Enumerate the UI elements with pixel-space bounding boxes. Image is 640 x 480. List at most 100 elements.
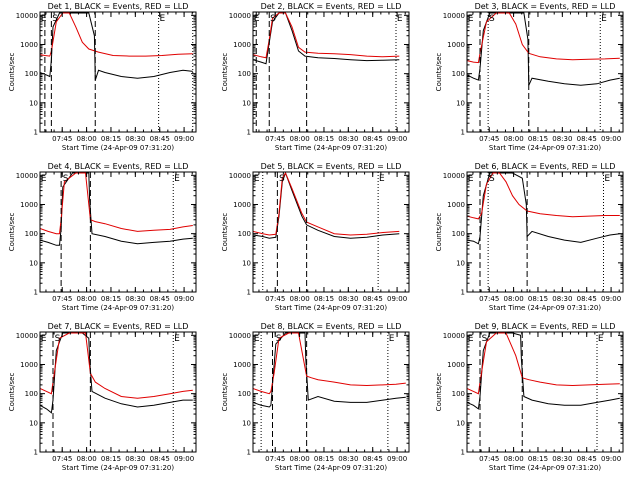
x-tick-label: 08:00 xyxy=(289,295,309,303)
events-series-line xyxy=(253,332,406,408)
x-tick-label: 08:00 xyxy=(289,135,309,143)
y-tick-label: 100 xyxy=(452,70,465,78)
x-tick-label: 08:00 xyxy=(76,135,96,143)
panel-title: Det 5, BLACK = Events, RED = LLD xyxy=(261,162,402,171)
x-tick-label: 08:15 xyxy=(101,135,121,143)
lld-series-line xyxy=(40,332,193,399)
x-tick-label: 08:00 xyxy=(289,455,309,463)
y-tick-label: 100 xyxy=(452,390,465,398)
x-tick-label: 08:30 xyxy=(338,135,358,143)
plot-frame xyxy=(39,11,197,133)
y-tick-label: 1000 xyxy=(233,41,251,49)
y-tick-label: 10 xyxy=(456,419,465,427)
plot-frame xyxy=(466,11,624,133)
plot-frame xyxy=(466,331,624,453)
x-tick-label: 08:45 xyxy=(363,455,383,463)
start-marker-label: S xyxy=(489,174,495,184)
panel-title: Det 4, BLACK = Events, RED = LLD xyxy=(48,162,189,171)
x-axis-title: Start Time (24-Apr-09 07:31:20) xyxy=(62,144,174,152)
y-tick-label: 10 xyxy=(242,419,251,427)
panel-title: Det 6, BLACK = Events, RED = LLD xyxy=(475,162,616,171)
lld-series-line xyxy=(467,332,620,395)
x-tick-label: 07:45 xyxy=(479,455,499,463)
x-tick-label: 08:30 xyxy=(338,295,358,303)
y-tick-label: 1000 xyxy=(20,201,38,209)
panel-title: Det 7, BLACK = Events, RED = LLD xyxy=(48,322,189,331)
y-tick-label: 10 xyxy=(456,259,465,267)
y-tick-label: 1 xyxy=(461,129,465,137)
x-tick-label: 08:45 xyxy=(150,295,170,303)
y-tick-label: 10000 xyxy=(16,12,38,20)
end-marker-label: E xyxy=(254,14,260,24)
lld-series-line xyxy=(253,332,406,395)
y-axis-title: Counts/sec xyxy=(221,213,229,252)
x-tick-label: 07:45 xyxy=(52,135,72,143)
x-tick-label: 08:30 xyxy=(125,295,145,303)
y-axis-title: Counts/sec xyxy=(435,373,443,412)
x-tick-label: 09:00 xyxy=(387,135,407,143)
x-tick-label: 09:00 xyxy=(387,455,407,463)
x-tick-label: 08:15 xyxy=(101,295,121,303)
lld-series-line xyxy=(40,12,193,57)
x-tick-label: 07:45 xyxy=(265,135,285,143)
panel-title: Det 2, BLACK = Events, RED = LLD xyxy=(261,2,402,11)
y-axis-title: Counts/sec xyxy=(435,53,443,92)
y-tick-label: 1 xyxy=(247,449,251,457)
x-tick-label: 07:45 xyxy=(265,295,285,303)
plot-frame xyxy=(39,171,197,293)
end-marker-label: E xyxy=(41,174,47,184)
plot-frame xyxy=(252,331,410,453)
y-axis-title: Counts/sec xyxy=(8,373,16,412)
y-axis-title: Counts/sec xyxy=(8,53,16,92)
x-tick-label: 09:00 xyxy=(387,295,407,303)
y-tick-label: 1 xyxy=(34,449,38,457)
end-marker-label: E xyxy=(389,334,395,344)
start-marker-label: S xyxy=(279,174,285,184)
y-tick-label: 10000 xyxy=(16,332,38,340)
x-tick-label: 09:00 xyxy=(601,135,621,143)
y-tick-label: 1000 xyxy=(447,201,465,209)
x-tick-label: 08:30 xyxy=(125,135,145,143)
end-marker-label: E xyxy=(468,174,474,184)
x-tick-label: 08:30 xyxy=(552,135,572,143)
end-marker-label: E xyxy=(598,334,604,344)
x-tick-label: 08:45 xyxy=(150,135,170,143)
x-tick-label: 07:45 xyxy=(52,295,72,303)
end-marker-label: E xyxy=(174,334,180,344)
y-tick-label: 100 xyxy=(238,70,251,78)
y-tick-label: 1 xyxy=(461,289,465,297)
y-tick-label: 1 xyxy=(34,289,38,297)
y-tick-label: 10 xyxy=(29,99,38,107)
start-marker-label: S xyxy=(63,174,69,184)
y-axis-title: Counts/sec xyxy=(435,213,443,252)
y-tick-label: 100 xyxy=(25,230,38,238)
y-tick-label: 10 xyxy=(242,259,251,267)
start-marker-label: S xyxy=(55,334,61,344)
x-axis-title: Start Time (24-Apr-09 07:31:20) xyxy=(62,464,174,472)
events-series-line xyxy=(253,12,400,65)
end-marker-label: E xyxy=(379,174,385,184)
x-tick-label: 08:45 xyxy=(363,295,383,303)
x-tick-label: 08:45 xyxy=(577,135,597,143)
x-tick-label: 08:00 xyxy=(503,295,523,303)
x-tick-label: 07:45 xyxy=(265,455,285,463)
x-tick-label: 09:00 xyxy=(174,135,194,143)
y-tick-label: 10000 xyxy=(443,12,465,20)
y-tick-label: 10000 xyxy=(229,12,251,20)
y-axis-title: Counts/sec xyxy=(221,53,229,92)
end-marker-label: E xyxy=(604,174,610,184)
x-tick-label: 08:15 xyxy=(314,295,334,303)
y-tick-label: 1000 xyxy=(20,361,38,369)
y-tick-label: 100 xyxy=(452,230,465,238)
y-tick-label: 10000 xyxy=(16,172,38,180)
y-tick-label: 1000 xyxy=(447,361,465,369)
x-tick-label: 08:30 xyxy=(552,295,572,303)
x-tick-label: 08:45 xyxy=(150,455,170,463)
y-axis-title: Counts/sec xyxy=(221,373,229,412)
y-axis-title: Counts/sec xyxy=(8,213,16,252)
plot-frame xyxy=(39,331,197,453)
x-tick-label: 08:00 xyxy=(76,295,96,303)
